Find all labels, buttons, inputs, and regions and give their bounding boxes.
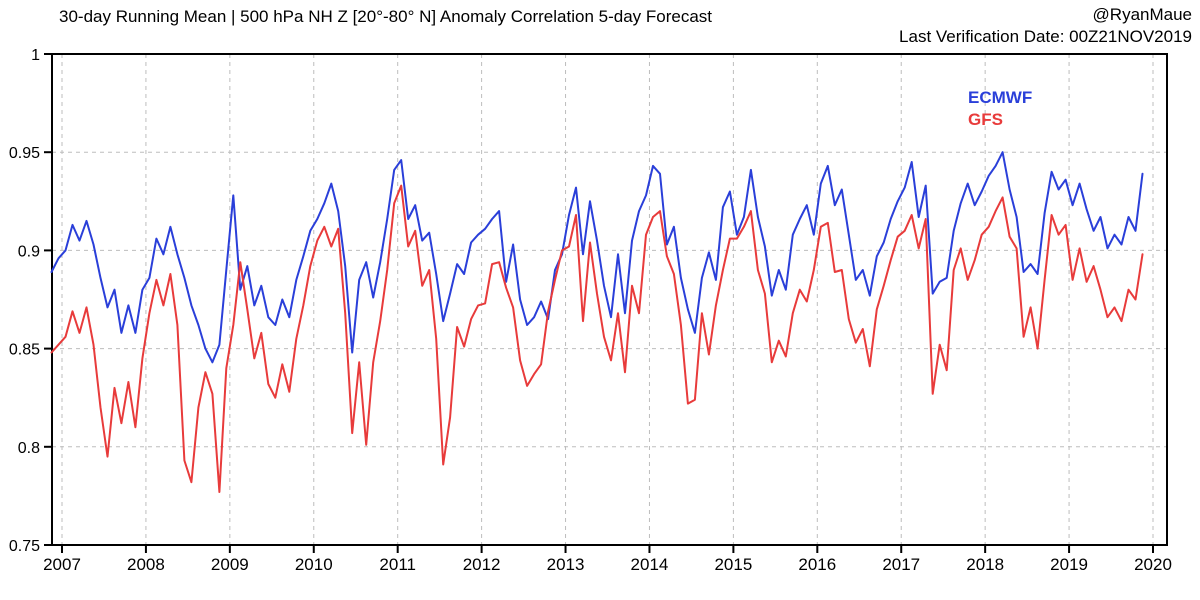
x-tick-label: 2014 bbox=[631, 555, 669, 574]
x-tick-label: 2008 bbox=[127, 555, 165, 574]
x-tick-label: 2011 bbox=[379, 555, 416, 574]
x-tick-label: 2013 bbox=[547, 555, 585, 574]
verification-date: Last Verification Date: 00Z21NOV2019 bbox=[899, 27, 1192, 46]
y-tick-label: 0.95 bbox=[9, 145, 40, 162]
chart-legend: ECMWF GFS bbox=[968, 87, 1032, 131]
x-tick-label: 2020 bbox=[1134, 555, 1172, 574]
x-tick-label: 2016 bbox=[798, 555, 836, 574]
gfs-line bbox=[50, 184, 1144, 493]
plot-frame bbox=[51, 53, 1168, 546]
y-tick-label: 1 bbox=[31, 47, 40, 64]
x-tick-label: 2019 bbox=[1050, 555, 1088, 574]
y-tick-label: 0.75 bbox=[9, 538, 40, 555]
x-tick-label: 2012 bbox=[463, 555, 501, 574]
x-tick-label: 2009 bbox=[211, 555, 249, 574]
x-tick-label: 2010 bbox=[295, 555, 333, 574]
x-tick-label: 2018 bbox=[966, 555, 1004, 574]
y-tick-label: 0.85 bbox=[9, 342, 40, 359]
legend-item-gfs: GFS bbox=[968, 110, 1003, 129]
x-tick-label: 2017 bbox=[882, 555, 920, 574]
legend-item-ecmwf: ECMWF bbox=[968, 88, 1033, 107]
chart-title: 30-day Running Mean | 500 hPa NH Z [20°-… bbox=[59, 7, 713, 26]
x-tick-label: 2015 bbox=[714, 555, 752, 574]
ecmwf-line bbox=[50, 151, 1144, 364]
y-tick-label: 0.8 bbox=[18, 440, 40, 457]
y-tick-label: 0.9 bbox=[18, 243, 40, 260]
attribution-handle: @RyanMaue bbox=[1092, 5, 1192, 24]
x-tick-label: 2007 bbox=[43, 555, 81, 574]
